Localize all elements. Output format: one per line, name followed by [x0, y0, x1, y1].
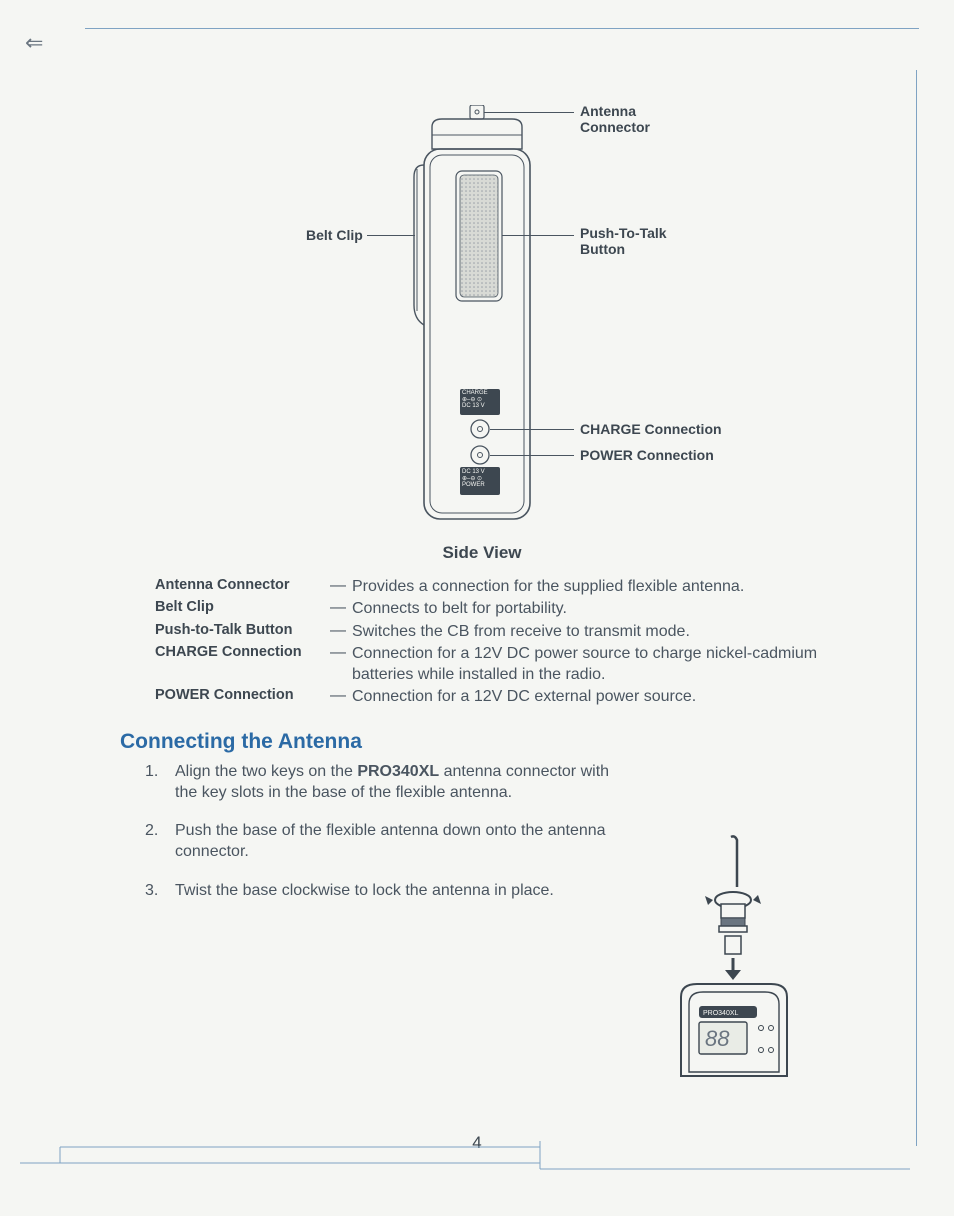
def-term: CHARGE Connection: [155, 644, 330, 660]
power-tag: DC 13 V ⊕–⊖ ⊙ POWER: [462, 469, 485, 489]
definitions-list: Antenna Connector — Provides a connectio…: [155, 577, 834, 708]
svg-text:PRO340XL: PRO340XL: [703, 1010, 739, 1017]
leader-beltclip: [367, 235, 415, 236]
step-number: 3.: [145, 881, 175, 902]
section-heading: Connecting the Antenna: [120, 730, 894, 754]
def-row: CHARGE Connection — Connection for a 12V…: [155, 644, 834, 685]
step-text: Push the base of the flexible antenna do…: [175, 821, 625, 863]
svg-text:88: 88: [705, 1026, 730, 1051]
step: 3. Twist the base clockwise to lock the …: [145, 881, 625, 902]
step-number: 1.: [145, 762, 175, 804]
def-desc: Switches the CB from receive to transmit…: [352, 622, 834, 642]
label-antenna-connector: Antenna Connector: [580, 103, 650, 135]
step-number: 2.: [145, 821, 175, 863]
def-term: POWER Connection: [155, 687, 330, 703]
charge-tag: CHARGE ⊕–⊖ ⊙ DC 13 V: [462, 390, 488, 410]
step-text: Align the two keys on the PRO340XL anten…: [175, 762, 625, 804]
page: ⇐: [0, 0, 954, 1216]
leader-antenna: [484, 112, 574, 113]
def-row: Antenna Connector — Provides a connectio…: [155, 577, 834, 597]
label-power: POWER Connection: [580, 447, 714, 463]
def-row: Push-to-Talk Button — Switches the CB fr…: [155, 622, 834, 642]
top-scan-line: [85, 28, 919, 31]
antenna-install-figure: PRO340XL 88: [649, 832, 819, 1082]
scan-arrow-glyph: ⇐: [25, 30, 43, 56]
leader-power: [490, 455, 574, 456]
def-row: Belt Clip — Connects to belt for portabi…: [155, 599, 834, 619]
def-term: Push-to-Talk Button: [155, 622, 330, 638]
right-scan-line: [916, 70, 919, 1146]
side-view-diagram: CHARGE ⊕–⊖ ⊙ DC 13 V DC 13 V ⊕–⊖ ⊙ POWER…: [202, 65, 762, 535]
leader-charge: [490, 429, 574, 430]
def-desc: Provides a connection for the supplied f…: [352, 577, 834, 597]
label-belt-clip: Belt Clip: [306, 227, 363, 243]
bottom-scan-lines: [20, 1141, 920, 1171]
def-desc: Connects to belt for portability.: [352, 599, 834, 619]
diagram-title: Side View: [70, 543, 894, 563]
step-text: Twist the base clockwise to lock the ant…: [175, 881, 554, 902]
label-charge: CHARGE Connection: [580, 421, 722, 437]
leader-ptt: [502, 235, 574, 236]
def-desc: Connection for a 12V DC power source to …: [352, 644, 834, 685]
def-row: POWER Connection — Connection for a 12V …: [155, 687, 834, 707]
step: 1. Align the two keys on the PRO340XL an…: [145, 762, 625, 804]
def-desc: Connection for a 12V DC external power s…: [352, 687, 834, 707]
step: 2. Push the base of the flexible antenna…: [145, 821, 625, 863]
steps-list: 1. Align the two keys on the PRO340XL an…: [145, 762, 625, 902]
label-ptt: Push-To-Talk Button: [580, 225, 667, 257]
def-term: Antenna Connector: [155, 577, 330, 593]
def-term: Belt Clip: [155, 599, 330, 615]
